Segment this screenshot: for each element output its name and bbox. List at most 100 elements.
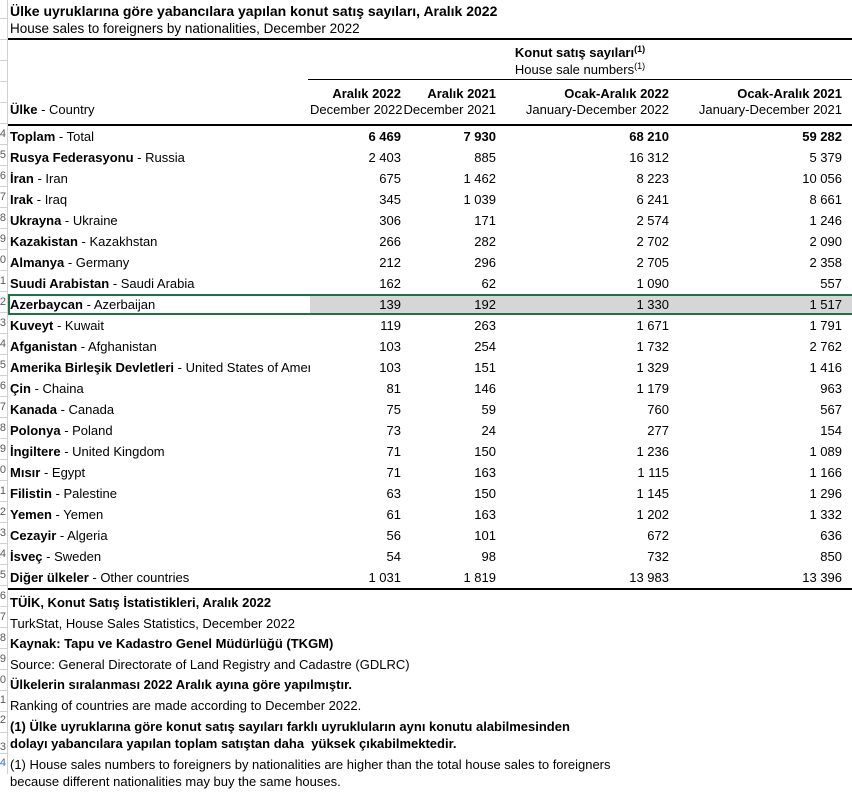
table-row-selected[interactable]: Azerbaycan - Azerbaijan 139 192 1 330 1 517	[8, 294, 852, 315]
table-row[interactable]: İran - Iran 675 1 462 8 223 10 056	[8, 168, 852, 189]
excel-row-header-strip[interactable]: 4 5 6 7 8 9 0 1 2 3 4 5 6 7 8 9 0 1 2 3 4 5 6 7 8 9 0 1 2 3 4	[0, 0, 8, 774]
value-cell[interactable]: 16 312	[629, 150, 669, 165]
value-cell[interactable]: 2 358	[809, 255, 842, 270]
value-cell[interactable]: 6 469	[368, 129, 401, 144]
value-cell[interactable]: 1 039	[463, 192, 496, 207]
value-cell[interactable]: 1 115	[637, 465, 669, 480]
value-cell[interactable]: 282	[474, 234, 496, 249]
value-cell[interactable]: 266	[379, 234, 401, 249]
country-cell[interactable]: Filistin - Palestine	[10, 486, 117, 501]
table-row[interactable]: Diğer ülkeler - Other countries 1 031 1 81…	[8, 567, 852, 588]
value-cell[interactable]: 150	[474, 486, 496, 501]
value-cell[interactable]: 1 202	[636, 507, 669, 522]
value-cell[interactable]: 2 403	[368, 150, 401, 165]
country-cell[interactable]: İsveç - Sweden	[10, 549, 102, 564]
value-cell[interactable]: 59	[481, 402, 496, 417]
column-header-country[interactable]: Ülke - Country	[8, 86, 310, 118]
country-cell[interactable]: Toplam - Total	[10, 129, 95, 144]
value-cell[interactable]: 154	[820, 423, 842, 438]
value-cell[interactable]: 81	[386, 381, 401, 396]
value-cell[interactable]: 850	[820, 549, 842, 564]
country-cell[interactable]: Rusya Federasyonu - Russia	[10, 150, 185, 165]
value-cell[interactable]: 254	[474, 339, 496, 354]
value-cell[interactable]: 163	[474, 465, 496, 480]
column-header-jandec2021[interactable]: Ocak-Aralık 2021 January-December 2021	[670, 86, 843, 118]
table-row[interactable]: Toplam - Total 6 469 7 930 68 210 59 282	[8, 126, 852, 147]
column-header-jandec2022[interactable]: Ocak-Aralık 2022 January-December 2022	[497, 86, 670, 118]
value-cell[interactable]: 1 329	[636, 360, 669, 375]
country-cell[interactable]: Kanada - Canada	[10, 402, 115, 417]
country-cell[interactable]: Mısır - Egypt	[10, 465, 86, 480]
table-row[interactable]: Yemen - Yemen 61 163 1 202 1 332	[8, 504, 852, 525]
value-cell[interactable]: 1 791	[809, 318, 842, 333]
value-cell[interactable]: 1 416	[809, 360, 842, 375]
value-cell[interactable]: 2 574	[636, 213, 669, 228]
country-cell[interactable]: Almanya - Germany	[10, 255, 130, 270]
value-cell[interactable]: 1 732	[636, 339, 669, 354]
table-row[interactable]: Rusya Federasyonu - Russia 2 403 885 16 312…	[8, 147, 852, 168]
value-cell[interactable]: 2 705	[636, 255, 669, 270]
country-cell[interactable]: Azerbaycan - Azerbaijan	[10, 297, 156, 312]
value-cell[interactable]: 1 296	[809, 486, 842, 501]
value-cell[interactable]: 1 462	[463, 171, 496, 186]
value-cell[interactable]: 1 330	[497, 294, 670, 315]
value-cell[interactable]: 8 223	[636, 171, 669, 186]
value-cell[interactable]: 2 762	[809, 339, 842, 354]
value-cell[interactable]: 636	[820, 528, 842, 543]
value-cell[interactable]: 345	[379, 192, 401, 207]
value-cell[interactable]: 5 379	[809, 150, 842, 165]
value-cell[interactable]: 1 246	[809, 213, 842, 228]
value-cell[interactable]: 1 179	[636, 381, 669, 396]
country-cell[interactable]: Amerika Birleşik Devletleri - United Sta…	[10, 360, 310, 375]
value-cell[interactable]: 567	[820, 402, 842, 417]
country-cell[interactable]: Cezayir - Algeria	[10, 528, 108, 543]
country-cell[interactable]: Ukrayna - Ukraine	[10, 213, 118, 228]
value-cell[interactable]: 24	[481, 423, 496, 438]
value-cell[interactable]: 263	[474, 318, 496, 333]
value-cell[interactable]: 1 671	[636, 318, 669, 333]
country-cell[interactable]: Afganistan - Afghanistan	[10, 339, 157, 354]
value-cell[interactable]: 2 090	[809, 234, 842, 249]
value-cell[interactable]: 56	[386, 528, 401, 543]
value-cell[interactable]: 101	[474, 528, 496, 543]
value-cell[interactable]: 71	[386, 444, 401, 459]
table-row[interactable]: Kuveyt - Kuwait 119 263 1 671 1 791	[8, 315, 852, 336]
value-cell[interactable]: 151	[474, 360, 496, 375]
value-cell[interactable]: 672	[647, 528, 669, 543]
value-cell[interactable]: 68 210	[629, 129, 669, 144]
value-cell[interactable]: 7 930	[463, 129, 496, 144]
value-cell[interactable]: 150	[474, 444, 496, 459]
country-cell[interactable]: Çin - Chaina	[10, 381, 84, 396]
value-cell[interactable]: 557	[820, 276, 842, 291]
value-cell[interactable]: 2 702	[636, 234, 669, 249]
column-header-dec2022[interactable]: Aralık 2022 December 2022	[310, 86, 403, 118]
value-cell[interactable]: 1 819	[463, 570, 496, 585]
value-cell[interactable]: 1 031	[368, 570, 401, 585]
table-row[interactable]: Suudi Arabistan - Saudi Arabia 162 62 1 090…	[8, 273, 852, 294]
value-cell[interactable]: 59 282	[802, 129, 842, 144]
value-cell[interactable]: 162	[379, 276, 401, 291]
value-cell[interactable]: 963	[820, 381, 842, 396]
value-cell[interactable]: 6 241	[636, 192, 669, 207]
value-cell[interactable]: 146	[474, 381, 496, 396]
value-cell[interactable]: 75	[386, 402, 401, 417]
table-row[interactable]: İsveç - Sweden 54 98 732 850	[8, 546, 852, 567]
value-cell[interactable]: 1 517	[670, 294, 843, 315]
value-cell[interactable]: 296	[474, 255, 496, 270]
table-row[interactable]: Almanya - Germany 212 296 2 705 2 358	[8, 252, 852, 273]
value-cell[interactable]: 1 089	[809, 444, 842, 459]
column-header-dec2021[interactable]: Aralık 2021 December 2021	[402, 86, 497, 118]
table-row[interactable]: Ukrayna - Ukraine 306 171 2 574 1 246	[8, 210, 852, 231]
value-cell[interactable]: 675	[379, 171, 401, 186]
table-row[interactable]: İngiltere - United Kingdom 71 150 1 236 1 08…	[8, 441, 852, 462]
value-cell[interactable]: 62	[481, 276, 496, 291]
table-row[interactable]: Kanada - Canada 75 59 760 567	[8, 399, 852, 420]
value-cell[interactable]: 171	[474, 213, 496, 228]
value-cell[interactable]: 732	[647, 549, 669, 564]
country-cell[interactable]: Diğer ülkeler - Other countries	[10, 570, 190, 585]
value-cell[interactable]: 61	[386, 507, 401, 522]
value-cell[interactable]: 1 236	[636, 444, 669, 459]
value-cell[interactable]: 73	[386, 423, 401, 438]
value-cell[interactable]: 306	[379, 213, 401, 228]
country-cell[interactable]: Polonya - Poland	[10, 423, 113, 438]
